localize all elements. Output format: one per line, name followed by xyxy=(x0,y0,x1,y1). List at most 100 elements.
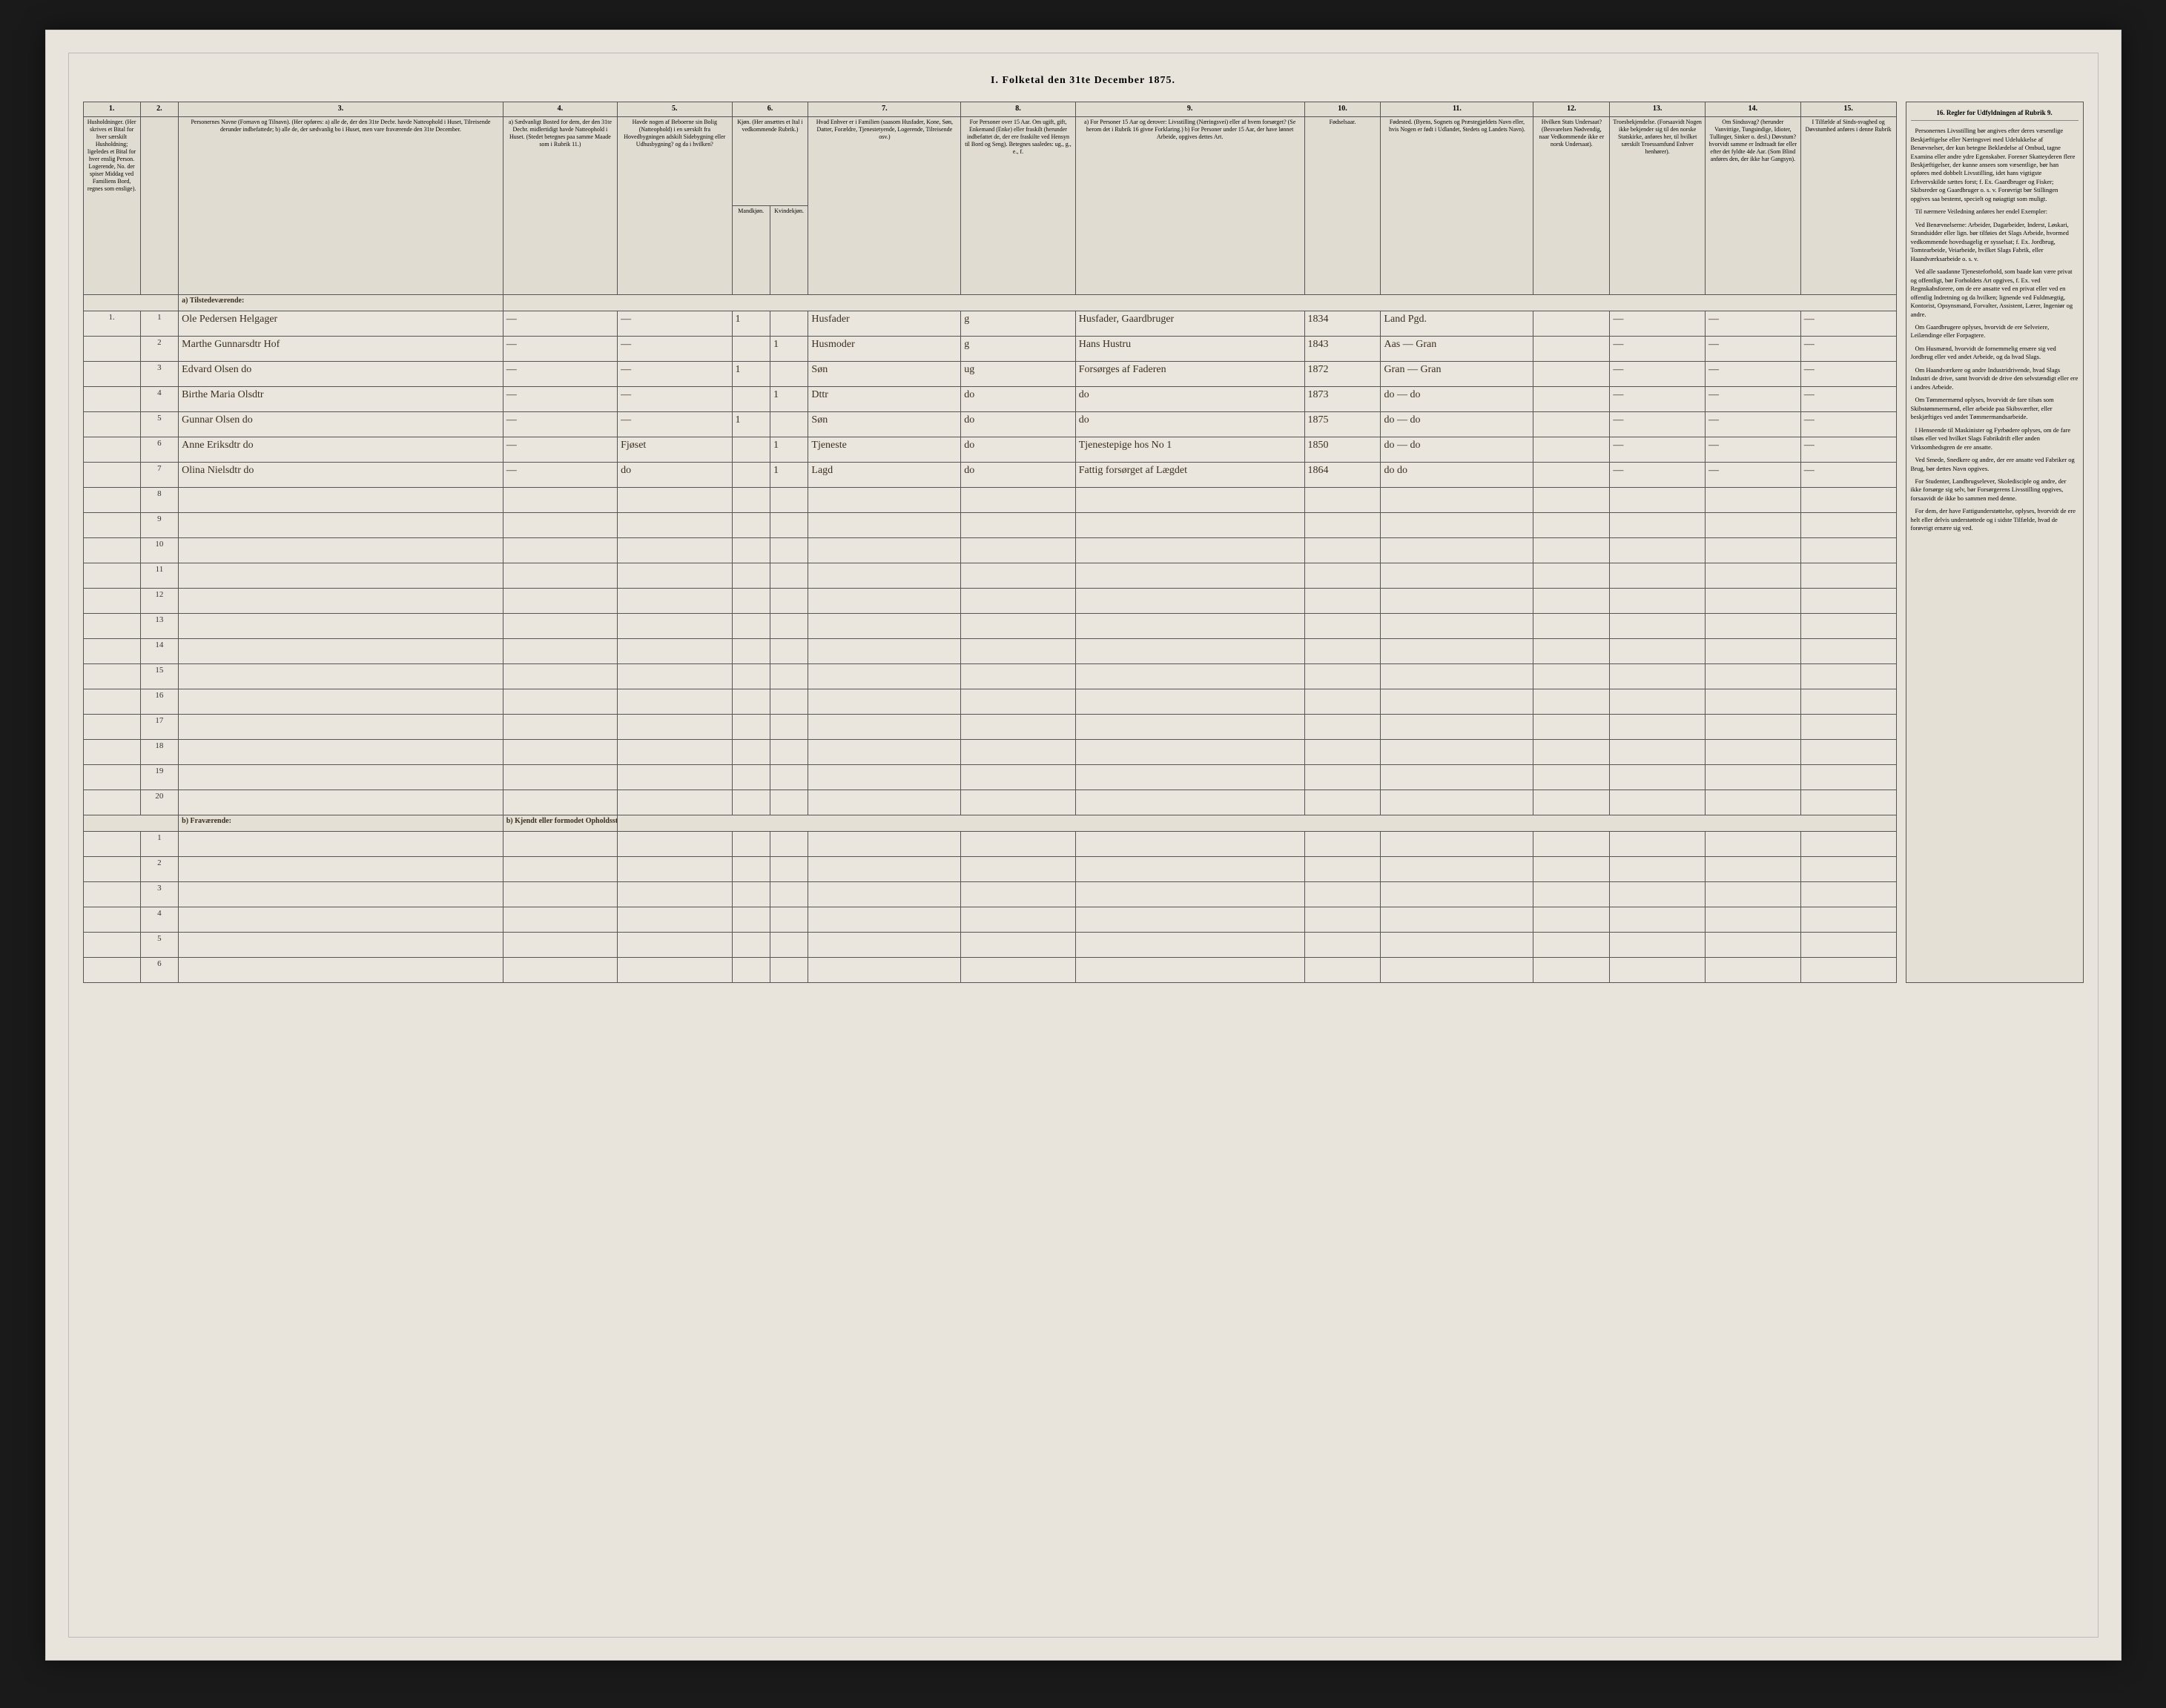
table-cell xyxy=(1075,563,1304,588)
col-header: For Personer over 15 Aar. Om ugift, gift… xyxy=(961,116,1075,294)
table-cell: 5 xyxy=(140,932,178,957)
table-cell xyxy=(83,563,140,588)
table-cell: — xyxy=(503,386,617,411)
table-cell: 9 xyxy=(140,512,178,537)
table-cell: Marthe Gunnarsdtr Hof xyxy=(179,336,503,361)
table-cell xyxy=(770,613,808,638)
table-cell xyxy=(1533,689,1610,714)
table-cell xyxy=(770,856,808,881)
table-cell: do xyxy=(961,437,1075,462)
table-cell xyxy=(770,831,808,856)
table-cell xyxy=(1533,663,1610,689)
table-cell xyxy=(1706,487,1801,512)
table-cell xyxy=(179,487,503,512)
census-table: 1. 2. 3. 4. 5. 6. 7. 8. 9. 10. 11. 12. 1… xyxy=(83,102,1897,983)
table-cell xyxy=(1381,764,1533,790)
table-cell xyxy=(1800,932,1896,957)
table-cell xyxy=(1800,537,1896,563)
colnum: 7. xyxy=(808,102,961,117)
table-cell: 1 xyxy=(770,437,808,462)
table-cell xyxy=(503,537,617,563)
col-header: Fødested. (Byens, Sognets og Præstegjæld… xyxy=(1381,116,1533,294)
sidebar-paragraph: Personernes Livsstilling bør angives eft… xyxy=(1911,127,2078,203)
sidebar-paragraph: I Henseende til Maskinister og Fyrbødere… xyxy=(1911,426,2078,451)
table-cell: 6 xyxy=(140,957,178,982)
table-cell xyxy=(1800,764,1896,790)
table-cell xyxy=(808,881,961,907)
table-cell xyxy=(808,764,961,790)
table-row: 6 xyxy=(83,957,1896,982)
table-cell: Ole Pedersen Helgager xyxy=(179,311,503,336)
table-cell xyxy=(1610,689,1706,714)
table-cell: 1 xyxy=(732,411,770,437)
table-cell xyxy=(961,714,1075,739)
table-cell xyxy=(1610,613,1706,638)
table-cell xyxy=(83,537,140,563)
table-cell xyxy=(808,907,961,932)
table-cell: ug xyxy=(961,361,1075,386)
colnum: 6. xyxy=(732,102,808,117)
table-row: 4Birthe Maria Olsdtr——1Dttrdodo1873do — … xyxy=(83,386,1896,411)
col-subheader: Mandkjøn. xyxy=(732,205,770,294)
table-cell xyxy=(179,714,503,739)
table-cell xyxy=(1381,563,1533,588)
table-cell xyxy=(1075,663,1304,689)
table-cell: — xyxy=(1610,437,1706,462)
table-cell xyxy=(1533,588,1610,613)
table-cell xyxy=(1533,613,1610,638)
table-cell: — xyxy=(503,311,617,336)
rules-sidebar: 16. Regler for Udfyldningen af Rubrik 9.… xyxy=(1906,102,2084,983)
colnum: 10. xyxy=(1304,102,1381,117)
table-cell xyxy=(618,957,732,982)
table-cell: — xyxy=(1800,336,1896,361)
table-row: 5Gunnar Olsen do——1Søndodo1875do — do——— xyxy=(83,411,1896,437)
table-cell: 2 xyxy=(140,856,178,881)
table-cell xyxy=(83,856,140,881)
table-cell: 7 xyxy=(140,462,178,487)
table-cell: Edvard Olsen do xyxy=(179,361,503,386)
table-cell xyxy=(503,714,617,739)
table-cell: do xyxy=(961,386,1075,411)
sidebar-title: 16. Regler for Udfyldningen af Rubrik 9. xyxy=(1911,108,2078,121)
table-cell: 20 xyxy=(140,790,178,815)
colnum: 2. xyxy=(140,102,178,117)
table-cell xyxy=(1533,714,1610,739)
table-cell xyxy=(1381,613,1533,638)
table-cell: — xyxy=(618,411,732,437)
table-cell xyxy=(618,537,732,563)
table-cell xyxy=(770,487,808,512)
page-title: I. Folketal den 31te December 1875. xyxy=(83,75,2084,87)
table-cell xyxy=(961,537,1075,563)
table-cell xyxy=(503,487,617,512)
table-cell: — xyxy=(1800,386,1896,411)
table-cell xyxy=(83,462,140,487)
table-cell xyxy=(770,563,808,588)
table-cell xyxy=(1800,957,1896,982)
table-cell xyxy=(1610,957,1706,982)
table-cell xyxy=(770,764,808,790)
table-cell xyxy=(179,831,503,856)
table-cell xyxy=(1304,790,1381,815)
table-cell: 16 xyxy=(140,689,178,714)
census-page: I. Folketal den 31te December 1875. 1. 2… xyxy=(45,30,2122,1661)
col-header: Hvad Enhver er i Familien (saasom Husfad… xyxy=(808,116,961,294)
table-cell xyxy=(1381,714,1533,739)
table-cell xyxy=(770,361,808,386)
table-cell xyxy=(770,957,808,982)
table-cell xyxy=(83,638,140,663)
table-cell xyxy=(1533,932,1610,957)
table-cell: Tjenestepige hos No 1 xyxy=(1075,437,1304,462)
table-cell xyxy=(1533,361,1610,386)
table-cell xyxy=(1800,613,1896,638)
table-cell xyxy=(179,663,503,689)
table-cell: 4 xyxy=(140,386,178,411)
table-cell xyxy=(1706,739,1801,764)
table-cell xyxy=(732,462,770,487)
table-cell xyxy=(503,831,617,856)
table-cell xyxy=(1533,487,1610,512)
table-cell xyxy=(1075,613,1304,638)
table-cell xyxy=(1706,764,1801,790)
table-cell xyxy=(1381,957,1533,982)
table-cell xyxy=(618,588,732,613)
table-cell: 1 xyxy=(770,336,808,361)
